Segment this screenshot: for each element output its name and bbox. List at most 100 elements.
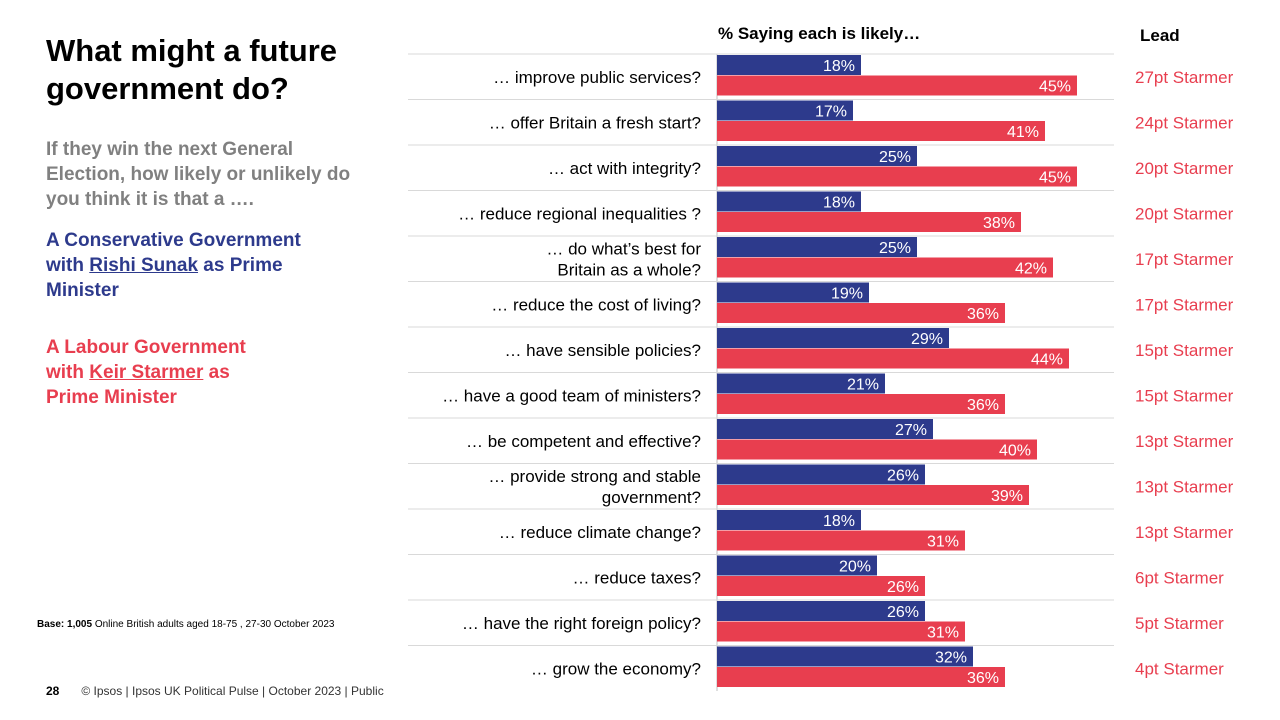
labour-value-label: 41% xyxy=(1007,124,1039,141)
category-label: … reduce the cost of living? xyxy=(491,295,701,314)
footer-text: © Ipsos | Ipsos UK Political Pulse | Oct… xyxy=(81,684,384,698)
category-label: … do what’s best for xyxy=(546,239,701,258)
lead-label: 4pt Starmer xyxy=(1135,659,1224,678)
legend-conservative-name[interactable]: Rishi Sunak xyxy=(89,255,199,276)
conservative-value-label: 27% xyxy=(895,422,927,439)
labour-value-label: 44% xyxy=(1031,352,1063,369)
labour-value-label: 31% xyxy=(927,534,959,551)
legend-labour-name[interactable]: Keir Starmer xyxy=(89,362,204,383)
conservative-bar xyxy=(717,237,917,257)
category-label: … have the right foreign policy? xyxy=(462,614,701,633)
labour-value-label: 42% xyxy=(1015,261,1047,278)
category-label: … offer Britain a fresh start? xyxy=(489,113,701,132)
category-label: Britain as a whole? xyxy=(557,260,701,279)
conservative-bar xyxy=(717,191,861,212)
base-text: Online British adults aged 18-75 , 27-30… xyxy=(92,619,335,630)
conservative-value-label: 19% xyxy=(831,286,863,303)
lead-label: 17pt Starmer xyxy=(1135,295,1234,314)
conservative-bar xyxy=(717,328,949,348)
conservative-value-label: 18% xyxy=(823,195,855,212)
conservative-value-label: 32% xyxy=(935,650,967,667)
conservative-value-label: 25% xyxy=(879,149,911,166)
conservative-value-label: 20% xyxy=(839,559,871,576)
labour-value-label: 36% xyxy=(967,670,999,687)
legend-labour-prefix: A Labour Government with xyxy=(46,337,246,383)
lead-label: 24pt Starmer xyxy=(1135,113,1234,132)
conservative-value-label: 26% xyxy=(887,468,919,485)
labour-value-label: 26% xyxy=(887,579,919,596)
legend-labour: A Labour Government with Keir Starmer as… xyxy=(46,335,286,410)
labour-value-label: 39% xyxy=(991,488,1023,505)
category-label: … have a good team of ministers? xyxy=(442,386,701,405)
conservative-value-label: 18% xyxy=(823,513,855,530)
labour-value-label: 40% xyxy=(999,443,1031,460)
legend-conservative-prefix: A Conservative Government with xyxy=(46,230,301,276)
labour-bar xyxy=(717,121,1045,141)
conservative-bar xyxy=(717,282,869,303)
category-label: … have sensible policies? xyxy=(504,341,701,360)
conservative-value-label: 25% xyxy=(879,240,911,257)
lead-label: 17pt Starmer xyxy=(1135,250,1234,269)
legend-conservative-suffix: as Prime Minister xyxy=(46,255,283,301)
category-label: … reduce regional inequalities ? xyxy=(458,204,701,223)
category-label: … reduce climate change? xyxy=(499,523,701,542)
conservative-bar xyxy=(717,601,925,621)
labour-bar xyxy=(717,303,1005,323)
lead-label: 13pt Starmer xyxy=(1135,432,1234,451)
labour-bar xyxy=(717,257,1053,278)
base-label: Base: xyxy=(37,619,65,630)
labour-bar xyxy=(717,75,1077,96)
labour-bar xyxy=(717,530,965,551)
category-label: … be competent and effective? xyxy=(466,432,701,451)
labour-bar xyxy=(717,621,965,642)
conservative-value-label: 29% xyxy=(911,331,943,348)
lead-label: 27pt Starmer xyxy=(1135,68,1234,87)
legend-labour-suffix: as Prime Minister xyxy=(46,362,230,408)
labour-bar xyxy=(717,348,1069,369)
category-label: … improve public services? xyxy=(493,68,701,87)
chart-title: % Saying each is likely… xyxy=(718,24,921,43)
conservative-value-label: 18% xyxy=(823,58,855,75)
conservative-bar xyxy=(717,646,973,667)
footer: 28 © Ipsos | Ipsos UK Political Pulse | O… xyxy=(46,684,546,698)
lead-label: 15pt Starmer xyxy=(1135,386,1234,405)
page-title: What might a future government do? xyxy=(46,33,338,106)
conservative-bar xyxy=(717,146,917,166)
lead-label: 13pt Starmer xyxy=(1135,477,1234,496)
conservative-bar xyxy=(717,555,877,576)
lead-header: Lead xyxy=(1140,26,1180,45)
labour-value-label: 31% xyxy=(927,625,959,642)
conservative-bar xyxy=(717,373,885,394)
conservative-value-label: 17% xyxy=(815,104,847,121)
labour-bar xyxy=(717,394,1005,414)
conservative-bar xyxy=(717,100,853,121)
conservative-bar xyxy=(717,419,933,439)
lead-label: 6pt Starmer xyxy=(1135,568,1224,587)
labour-value-label: 36% xyxy=(967,306,999,323)
lead-label: 20pt Starmer xyxy=(1135,159,1234,178)
category-label: … grow the economy? xyxy=(531,659,701,678)
conservative-bar xyxy=(717,510,861,530)
category-label: … act with integrity? xyxy=(548,159,701,178)
lead-label: 13pt Starmer xyxy=(1135,523,1234,542)
labour-bar xyxy=(717,485,1029,505)
legend-conservative: A Conservative Government with Rishi Sun… xyxy=(46,228,306,303)
page-number: 28 xyxy=(46,684,60,698)
labour-value-label: 45% xyxy=(1039,170,1071,187)
labour-bar xyxy=(717,166,1077,187)
labour-bar xyxy=(717,439,1037,460)
labour-bar xyxy=(717,576,925,596)
base-note: Base: 1,005 Online British adults aged 1… xyxy=(37,619,397,630)
conservative-bar xyxy=(717,55,861,75)
labour-value-label: 36% xyxy=(967,397,999,414)
lead-label: 15pt Starmer xyxy=(1135,341,1234,360)
category-label: … provide strong and stable xyxy=(488,467,701,486)
category-label: government? xyxy=(602,488,701,507)
lead-label: 20pt Starmer xyxy=(1135,204,1234,223)
base-count: 1,005 xyxy=(67,619,93,630)
conservative-bar xyxy=(717,464,925,485)
category-label: … reduce taxes? xyxy=(572,568,701,587)
question-text: If they win the next General Election, h… xyxy=(46,139,351,210)
labour-bar xyxy=(717,667,1005,687)
